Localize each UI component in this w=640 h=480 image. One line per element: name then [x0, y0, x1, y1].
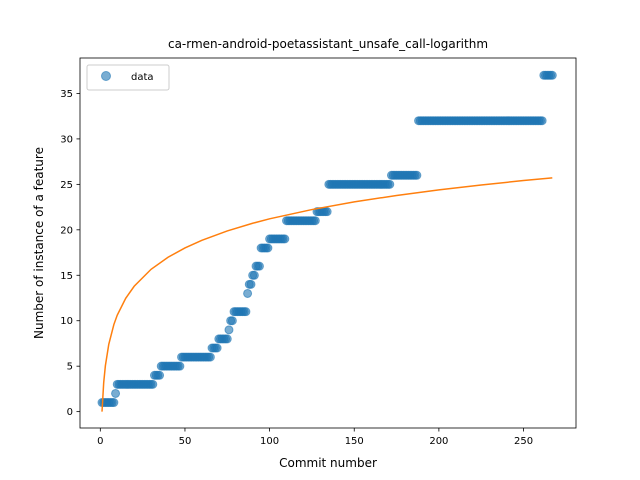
data-point: [249, 270, 259, 280]
y-tick-label: 25: [60, 180, 73, 191]
legend: data: [86, 64, 170, 91]
data-point: [212, 343, 222, 353]
x-tick-label: 150: [345, 436, 364, 447]
legend-box: [86, 64, 170, 91]
x-tick-label: 250: [514, 436, 533, 447]
data-point: [547, 70, 557, 80]
y-tick-label: 5: [67, 362, 73, 373]
x-tick-label: 0: [97, 436, 103, 447]
data-point: [385, 179, 395, 189]
data-point: [243, 288, 253, 298]
data-point: [280, 234, 290, 244]
data-point: [254, 261, 264, 271]
x-tick-label: 50: [179, 436, 192, 447]
data-point: [222, 334, 232, 344]
data-point: [111, 388, 121, 398]
data-point: [412, 170, 422, 180]
plot-frame: [79, 57, 577, 429]
data-point: [322, 207, 332, 217]
data-point: [263, 243, 273, 253]
data-point: [537, 116, 547, 126]
data-point: [155, 370, 165, 380]
plot-area: [97, 70, 557, 412]
data-point: [148, 379, 158, 389]
x-axis: 0 50 100 150 200 250: [97, 428, 533, 447]
data-point: [109, 398, 119, 408]
y-tick-label: 15: [60, 271, 73, 282]
legend-label: data: [131, 72, 154, 83]
y-axis: 0 5 10 15 20 25 30 35: [60, 89, 80, 418]
x-axis-label: Commit number: [279, 456, 377, 470]
data-point: [310, 216, 320, 226]
data-point: [241, 307, 251, 317]
data-point: [175, 361, 185, 371]
data-point: [227, 316, 237, 326]
y-tick-label: 10: [60, 316, 73, 327]
legend-marker: [101, 71, 111, 81]
data-point: [205, 352, 215, 362]
data-point: [246, 279, 256, 289]
x-tick-label: 100: [260, 436, 279, 447]
y-tick-label: 0: [67, 407, 73, 418]
y-tick-label: 30: [60, 134, 73, 145]
y-tick-label: 20: [60, 225, 73, 236]
data-point: [224, 325, 234, 335]
x-tick-label: 200: [429, 436, 448, 447]
chart-title: ca-rmen-android-poetassistant_unsafe_cal…: [168, 37, 488, 51]
y-axis-label: Number of instance of a feature: [32, 147, 46, 339]
fit-line: [101, 177, 553, 412]
y-tick-label: 35: [60, 89, 73, 100]
